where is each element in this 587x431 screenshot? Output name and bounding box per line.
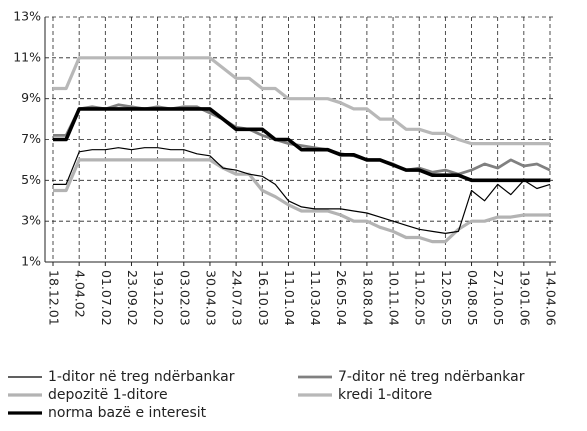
x-tick-label: 11.03.04 [308,270,323,326]
legend-label: norma bazë e interesit [48,405,207,421]
x-tick-label: 16.10.03 [256,270,271,326]
y-tick-label: 1% [21,254,41,269]
series-line [53,158,550,244]
legend-label: kredi 1-ditore [338,387,432,403]
y-tick-label: 7% [21,131,41,146]
x-tick-label: 04.08.05 [465,270,480,326]
x-tick-label: 11.01.04 [282,270,297,326]
y-tick-label: 13% [13,9,41,24]
x-tick-label: 30.04.03 [203,270,218,326]
x-tick-label: 18.12.01 [47,270,62,326]
x-tick-label: 10.11.04 [387,270,402,326]
y-tick-label: 3% [21,213,41,228]
legend-label: 1-ditor në treg ndërbankar [48,369,235,385]
x-tick-label: 18.08.04 [360,270,375,326]
x-tick-label: 19.01.06 [517,270,532,326]
y-tick-label: 9% [21,90,41,105]
x-tick-label: 01.07.02 [99,270,114,326]
x-tick-label: 11.02.05 [413,270,428,326]
x-tick-label: 4.04.02 [73,270,88,318]
x-tick-label: 12.05.05 [439,270,454,326]
series-line [53,107,550,183]
x-tick-label: 03.02.03 [177,270,192,326]
legend-label: depozitë 1-ditore [48,387,168,403]
x-tick-label: 14.04.06 [544,270,559,326]
x-tick-label: 24.07.03 [230,270,245,326]
series-line [53,56,550,146]
legend-label: 7-ditor në treg ndërbankar [338,369,525,385]
x-tick-label: 27.10.05 [491,270,506,326]
x-tick-label: 19.12.02 [151,270,166,326]
series-line [53,147,551,234]
y-tick-label: 5% [21,172,41,187]
y-tick-label: 11% [13,49,41,64]
x-tick-label: 23.09.02 [125,270,140,326]
x-tick-label: 26.05.04 [334,270,349,326]
